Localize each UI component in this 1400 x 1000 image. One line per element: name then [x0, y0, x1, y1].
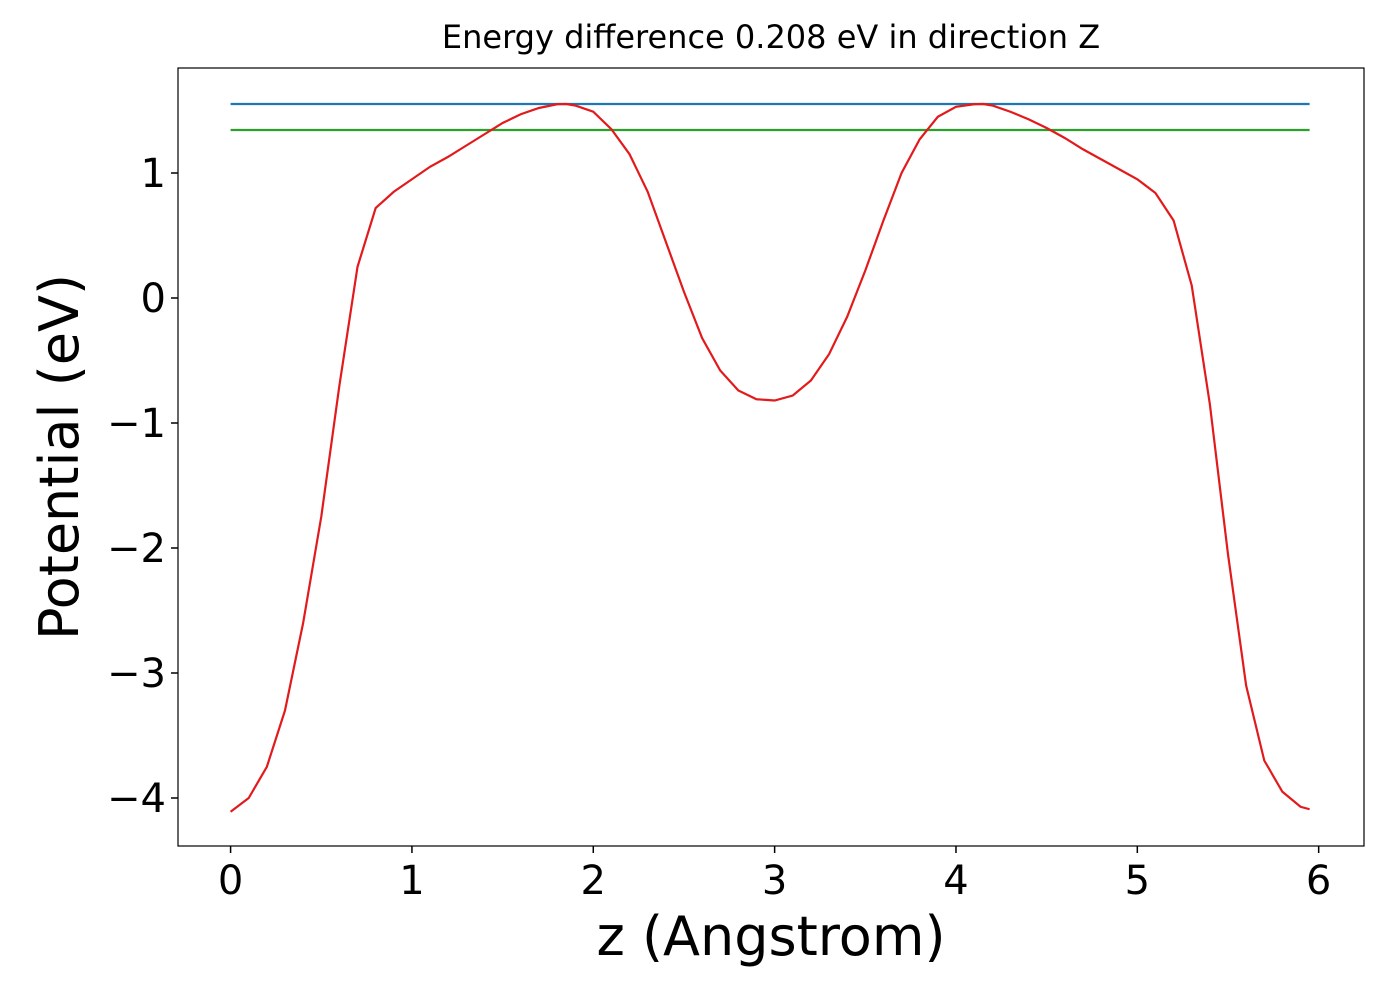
x-tick-label: 6 — [1306, 858, 1331, 904]
x-tick-label: 3 — [762, 858, 787, 904]
y-axis-label: Potential (eV) — [28, 274, 91, 640]
y-tick-label: 1 — [141, 151, 166, 197]
x-tick-label: 5 — [1125, 858, 1150, 904]
y-tick-label: −1 — [107, 401, 166, 447]
chart-title: Energy difference 0.208 eV in direction … — [442, 18, 1100, 56]
y-tick-label: −3 — [107, 651, 166, 697]
y-tick-label: −4 — [107, 776, 166, 822]
x-tick-label: 2 — [581, 858, 606, 904]
line-series — [229, 102, 1310, 813]
y-tick-label: −2 — [107, 526, 166, 572]
x-axis-label: z (Angstrom) — [596, 905, 945, 968]
y-tick-label: 0 — [141, 276, 166, 322]
x-tick-label: 4 — [943, 858, 968, 904]
x-tick-label: 1 — [399, 858, 424, 904]
plot-frame — [177, 67, 1365, 847]
x-tick-label: 0 — [218, 858, 243, 904]
